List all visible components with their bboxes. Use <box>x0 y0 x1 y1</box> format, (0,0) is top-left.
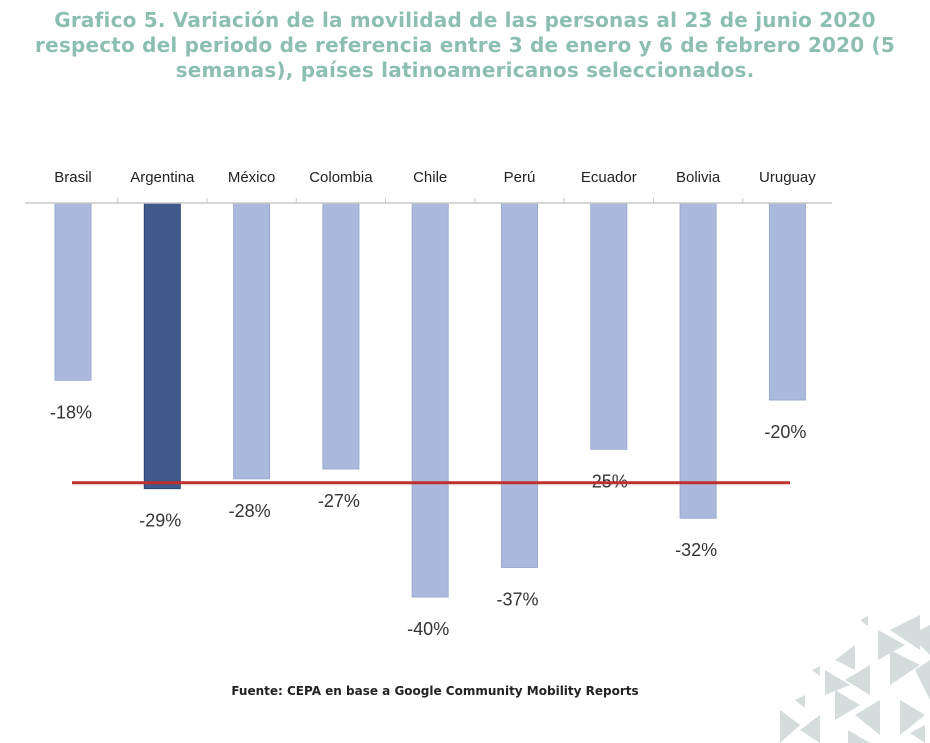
data-label: -29% <box>139 511 181 531</box>
category-label: Argentina <box>130 169 195 186</box>
data-label: -28% <box>229 501 271 521</box>
bar-ecuador <box>590 202 628 450</box>
bar-brasil <box>54 202 92 381</box>
decorative-triangles <box>780 615 930 743</box>
source-note: Fuente: CEPA en base a Google Community … <box>231 684 639 698</box>
data-label: -37% <box>496 589 538 609</box>
data-label: -40% <box>407 619 449 639</box>
title-line: semanas), países latinoamericanos selecc… <box>175 58 755 82</box>
category-label: Perú <box>504 169 536 186</box>
bar-chart: Brasil -18% Argentina -29% México -28% Colombi… <box>25 169 832 639</box>
bar-argentina <box>143 202 181 490</box>
chart-title: Grafico 5. Variación de la movilidad de … <box>0 8 930 83</box>
data-label: -20% <box>764 422 806 442</box>
data-label: -18% <box>50 402 92 422</box>
category-label: México <box>228 169 276 186</box>
category-label: Colombia <box>309 169 373 186</box>
bar-colombia <box>322 202 360 470</box>
title-line: Grafico 5. Variación de la movilidad de … <box>54 8 876 32</box>
bar-méxico <box>233 202 271 480</box>
category-label: Ecuador <box>581 169 637 186</box>
title-line: respecto del periodo de referencia entre… <box>35 33 895 57</box>
data-label: -32% <box>675 540 717 560</box>
category-label: Bolivia <box>676 169 721 186</box>
data-label: -27% <box>318 491 360 511</box>
bar-perú <box>501 202 538 568</box>
category-label: Chile <box>413 169 447 186</box>
bar-bolivia <box>679 202 717 519</box>
category-label: Uruguay <box>759 169 816 186</box>
bar-uruguay <box>768 202 806 401</box>
bar-chile <box>411 202 449 598</box>
category-label: Brasil <box>54 169 92 186</box>
